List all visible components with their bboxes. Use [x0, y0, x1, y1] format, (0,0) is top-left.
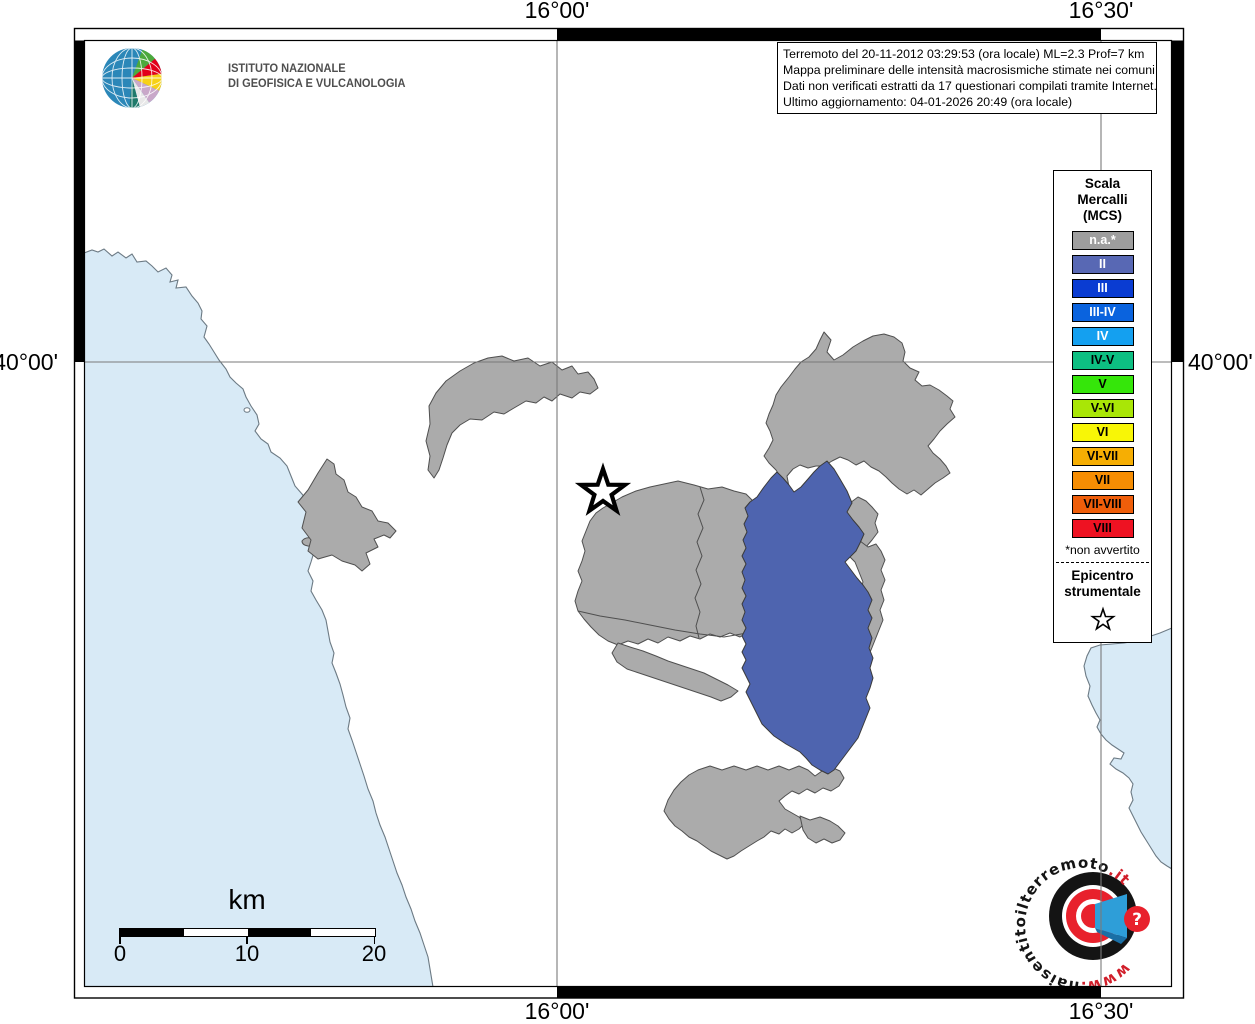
legend-swatch: V-VI [1071, 399, 1134, 418]
scale-bar-unit: km [228, 884, 266, 915]
legend-swatch: II [1071, 255, 1134, 274]
info-line-data-source: Dati non verificati estratti da 17 quest… [783, 79, 1157, 93]
coord-label-bottom-16-30: 16°30' [1068, 998, 1134, 1024]
municipality-intensity-ii [741, 460, 874, 775]
haisentito-logo: ? www.haisentitoilterremoto.it [1011, 854, 1150, 987]
info-line-updated: Ultimo aggiornamento: 04-01-2026 20:49 (… [783, 95, 1073, 109]
question-mark-badge [1124, 906, 1150, 932]
question-mark: ? [1132, 910, 1142, 930]
coord-label-top-16-00: 16°00' [524, 0, 590, 23]
epicenter-star [574, 462, 632, 516]
legend-items: n.a.* II III III-IV IV IV-V V V-VI VI VI-VII VII VI… [1054, 231, 1151, 538]
scale-bar [119, 928, 376, 937]
ingv-logo-globe [102, 48, 163, 109]
scale-label-20: 20 [361, 941, 387, 966]
coord-label-bottom-16-00: 16°00' [524, 998, 590, 1024]
legend-swatch: III-IV [1071, 303, 1134, 322]
legend-swatch: IV-V [1071, 351, 1134, 370]
legend-footnote: *non avvertito [1065, 543, 1140, 557]
municipality-polygon-north [763, 331, 956, 515]
sea-right [1084, 628, 1172, 869]
legend-title: Scala Mercalli (MCS) [1077, 176, 1128, 223]
municipality-inner-border [577, 610, 748, 638]
info-line-map-type: Mappa preliminare delle intensità macros… [783, 63, 1155, 77]
info-line-event: Terremoto del 20-11-2012 03:29:53 (ora l… [783, 47, 1145, 61]
municipality-polygon-southwest-wedge [611, 642, 739, 702]
epicenter-legend-star-icon [1089, 606, 1116, 631]
coord-label-right-40-00: 40°00' [1188, 349, 1253, 375]
ingv-org-line2: DI GEOFISICA E VULCANOLOGIA [228, 78, 406, 90]
municipality-inner-border [694, 486, 705, 639]
coastline-right [1083, 627, 1172, 870]
municipality-polygon-south-arm [799, 815, 846, 844]
legend-swatch: III [1071, 279, 1134, 298]
legend-box: Scala Mercalli (MCS) n.a.* II III III-IV IV I… [1053, 170, 1152, 643]
municipality-polygon-coastal [297, 458, 397, 572]
megaphone-shadow [1095, 928, 1127, 944]
legend-swatch: IV [1071, 327, 1134, 346]
scale-label-0: 0 [113, 941, 127, 966]
municipality-polygon-top-center [425, 355, 599, 479]
scale-tick-20 [373, 937, 375, 944]
legend-swatch: V [1071, 375, 1134, 394]
epicenter-legend-title: Epicentro strumentale [1064, 568, 1141, 599]
sea-left [84, 249, 433, 987]
legend-divider [1056, 562, 1149, 563]
coord-label-left-40-00: 40°00' [0, 349, 58, 375]
municipality-polygon-south [663, 765, 845, 860]
ingv-org-line1: ISTITUTO NAZIONALE [228, 63, 346, 75]
legend-swatch: VIII [1071, 519, 1134, 538]
legend-swatch: VII [1071, 471, 1134, 490]
frame-band-top [557, 28, 1101, 41]
municipality-polygon-central-west [574, 480, 753, 646]
scale-tick-10 [246, 937, 248, 944]
legend-swatch: VII-VIII [1071, 495, 1134, 514]
scale-label-10: 10 [234, 941, 260, 966]
legend-swatch: VI-VII [1071, 447, 1134, 466]
megaphone-icon [1095, 894, 1127, 938]
frame-band-left [74, 40, 85, 362]
frame-band-right [1171, 40, 1184, 362]
coord-label-top-16-30: 16°30' [1068, 0, 1134, 23]
legend-swatch: n.a.* [1071, 231, 1134, 250]
frame-band-bottom [557, 986, 1101, 998]
ingv-org-name: ISTITUTO NAZIONALE DI GEOFISICA E VULCAN… [228, 62, 405, 92]
scale-tick-0 [119, 937, 121, 944]
legend-swatch: VI [1071, 423, 1134, 442]
small-island [243, 407, 251, 413]
earthquake-info-box: Terremoto del 20-11-2012 03:29:53 (ora l… [777, 42, 1157, 114]
